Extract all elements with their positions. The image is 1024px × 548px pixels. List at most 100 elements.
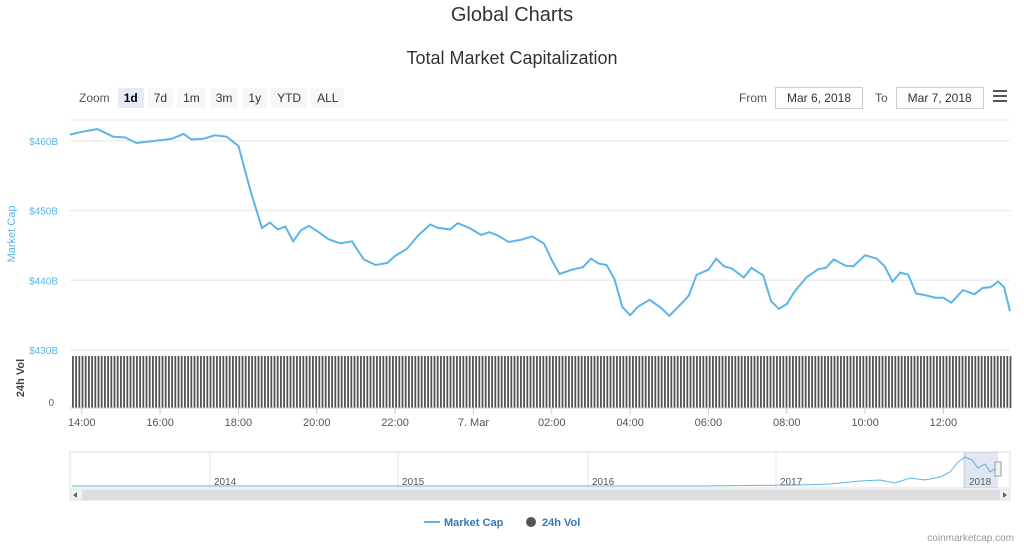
volume-bar: [401, 356, 404, 408]
volume-bar: [932, 356, 935, 408]
navigator-selection: [963, 452, 998, 488]
volume-bar: [715, 356, 717, 408]
menu-icon[interactable]: [993, 90, 1007, 105]
volume-bar: [648, 356, 650, 408]
volume-bar: [507, 356, 509, 408]
volume-bar: [958, 356, 961, 408]
volume-bar: [497, 356, 500, 408]
volume-bar: [510, 356, 513, 408]
legend-market-cap: Market Cap: [444, 517, 504, 529]
volume-bar: [446, 356, 449, 408]
volume-bar: [827, 356, 829, 408]
volume-bar: [625, 356, 628, 408]
volume-bar: [190, 356, 193, 408]
volume-bar: [488, 356, 490, 408]
volume-bar: [500, 356, 503, 408]
volume-bar: [440, 356, 442, 408]
volume-bar: [792, 356, 794, 408]
volume-bar: [356, 356, 359, 408]
volume-bar: [788, 356, 791, 408]
volume-axis-label: 24h Vol: [15, 359, 27, 397]
volume-bar: [1003, 356, 1005, 408]
x-tick-label: 20:00: [303, 417, 331, 429]
from-date-input[interactable]: Mar 6, 2018: [775, 87, 863, 109]
x-tick-label: 7. Mar: [458, 417, 490, 429]
volume-bar: [603, 356, 605, 408]
volume-bar: [961, 356, 964, 408]
volume-bar: [894, 356, 897, 408]
volume-bar: [267, 356, 269, 408]
volume-bar: [548, 356, 551, 408]
volume-bar: [616, 356, 618, 408]
volume-bar: [843, 356, 845, 408]
volume-bar: [750, 356, 753, 408]
to-date-input[interactable]: Mar 7, 2018: [895, 87, 984, 109]
y-axis-label: Market Cap: [6, 206, 18, 263]
zoom-button-7d[interactable]: 7d: [147, 88, 174, 108]
zoom-button-1m[interactable]: 1m: [177, 88, 206, 108]
volume-bar: [660, 356, 663, 408]
x-tick-label: 16:00: [146, 417, 174, 429]
zoom-button-3m[interactable]: 3m: [209, 88, 239, 108]
volume-bar: [689, 356, 692, 408]
volume-bar: [779, 356, 781, 408]
volume-bar: [670, 356, 673, 408]
volume-bar: [132, 356, 135, 408]
volume-bar: [107, 356, 109, 408]
x-tick-label: 12:00: [930, 417, 958, 429]
zoom-button-1d[interactable]: 1d: [117, 88, 144, 108]
volume-bar: [235, 356, 237, 408]
zoom-button-all[interactable]: ALL: [311, 88, 345, 108]
zoom-label: Zoom: [79, 91, 110, 105]
volume-bar: [904, 356, 906, 408]
y-tick-label: $460B: [29, 137, 58, 148]
volume-bar: [139, 356, 141, 408]
volume-bar: [555, 356, 557, 408]
volume-bar: [216, 356, 218, 408]
volume-bar: [126, 356, 129, 408]
volume-bar: [571, 356, 573, 408]
volume-bar: [392, 356, 394, 408]
volume-bar: [644, 356, 647, 408]
page-title: Global Charts: [450, 4, 574, 26]
volume-bar: [632, 356, 634, 408]
volume-bar: [795, 356, 797, 408]
volume-bar: [699, 356, 701, 408]
zoom-button-ytd[interactable]: YTD: [271, 88, 308, 108]
volume-bar: [523, 356, 525, 408]
x-tick-label: 22:00: [381, 417, 409, 429]
volume-bar: [824, 356, 826, 408]
volume-bar: [200, 356, 202, 408]
volume-bar: [340, 356, 343, 408]
volume-bar: [379, 356, 381, 408]
volume-bar: [513, 356, 516, 408]
x-tick-label: 10:00: [851, 417, 879, 429]
volume-bar: [619, 356, 621, 408]
volume-bar: [315, 356, 317, 408]
volume-bar: [939, 356, 941, 408]
volume-bar: [254, 356, 257, 408]
volume-bar: [212, 356, 215, 408]
volume-bar: [692, 356, 695, 408]
volume-bar: [91, 356, 93, 408]
volume-bar: [984, 356, 986, 408]
volume-bar: [219, 356, 221, 408]
volume-bar: [907, 356, 909, 408]
volume-bar: [433, 356, 436, 408]
volume-bar: [238, 356, 241, 408]
zoom-button-1y[interactable]: 1y: [242, 88, 268, 108]
volume-bar: [78, 356, 81, 408]
volume-bar: [244, 356, 247, 408]
volume-bar: [382, 356, 385, 408]
volume-bar: [664, 356, 666, 408]
volume-bar: [798, 356, 801, 408]
volume-bar: [728, 356, 730, 408]
volume-bar: [491, 356, 493, 408]
volume-bar: [830, 356, 833, 408]
navigator-year-label: 2017: [780, 477, 803, 488]
volume-bar: [318, 356, 321, 408]
volume-bar: [836, 356, 839, 408]
volume-bar: [840, 356, 842, 408]
volume-bar: [273, 356, 276, 408]
volume-bar: [683, 356, 685, 408]
